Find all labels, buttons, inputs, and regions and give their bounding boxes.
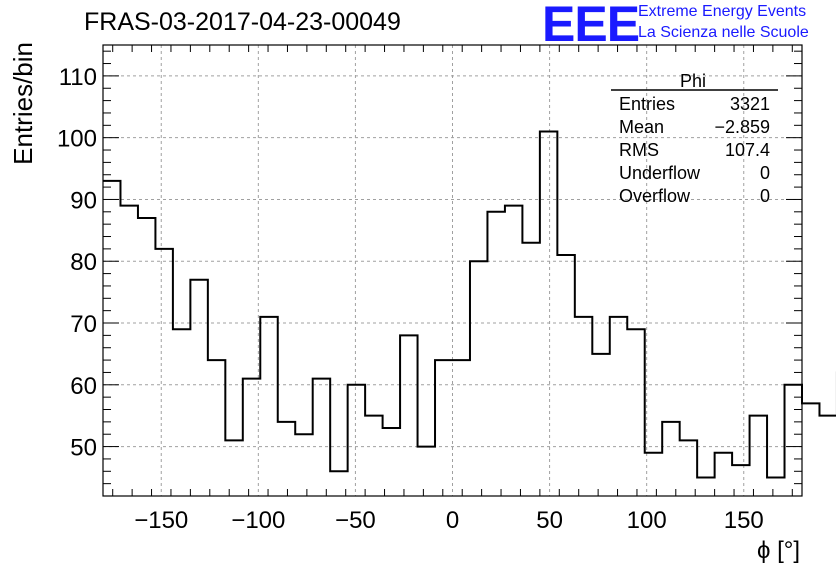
histogram-bin — [802, 403, 819, 496]
histogram-bin — [505, 206, 522, 496]
histogram-bars — [103, 130, 836, 496]
x-tick-label: 150 — [724, 507, 764, 534]
chart-title: FRAS-03-2017-04-23-00049 — [84, 8, 401, 36]
grid — [103, 45, 802, 496]
histogram-bin — [383, 428, 400, 496]
logo-caption-line2: La Scienza nelle Scuole — [638, 24, 809, 41]
axis-ticks — [103, 45, 802, 496]
y-tick-label: 110 — [59, 64, 97, 91]
histogram-bin — [662, 422, 679, 496]
histogram-bin — [103, 181, 120, 496]
histogram-bin — [278, 422, 295, 496]
x-tick-label: 100 — [627, 507, 667, 534]
histogram-bin — [470, 261, 487, 496]
histogram-bin — [522, 243, 539, 496]
stats-label-entries: Entries — [619, 94, 676, 114]
histogram-bin — [680, 440, 697, 496]
histogram-bin — [750, 416, 767, 496]
histogram-bin — [190, 280, 207, 496]
stats-label-underflow: Underflow — [619, 163, 701, 183]
stats-value-entries: 3321 — [729, 94, 770, 114]
histogram-bin — [173, 329, 190, 496]
histogram-bin — [208, 360, 225, 496]
y-tick-label: 70 — [70, 311, 97, 338]
histogram-bin — [260, 317, 277, 496]
histogram-bin — [819, 416, 836, 496]
histogram-bin — [225, 440, 242, 496]
stats-value-underflow: 0 — [759, 163, 770, 183]
histogram-bin — [557, 255, 574, 496]
y-tick-label: 80 — [70, 249, 97, 276]
logo-caption-line1: Extreme Energy Events — [638, 3, 807, 20]
stats-label-overflow: Overflow — [619, 186, 691, 206]
x-tick-label: −100 — [231, 507, 285, 534]
histogram-bin — [418, 447, 435, 496]
plot-frame — [102, 44, 803, 497]
histogram-bin — [400, 335, 417, 496]
stats-label-rms: RMS — [619, 140, 659, 160]
histogram-bin — [575, 317, 592, 496]
x-tick-label: −150 — [134, 507, 188, 534]
stats-value-mean: −2.859 — [714, 117, 770, 137]
stats-value-overflow: 0 — [759, 186, 770, 206]
histogram-bin — [592, 354, 609, 496]
histogram-bin — [627, 329, 644, 496]
stats-label-mean: Mean — [619, 117, 665, 137]
histogram-bin — [715, 453, 732, 496]
histogram-bin — [243, 379, 260, 496]
x-tick-label: 50 — [536, 507, 563, 534]
histogram-bin — [313, 379, 330, 496]
y-tick-label: 60 — [70, 373, 97, 400]
histogram-outline — [103, 130, 836, 479]
histogram-bin — [767, 477, 784, 496]
histogram-bin — [785, 385, 802, 496]
histogram-bin — [365, 416, 382, 496]
histogram-bin — [540, 131, 557, 496]
y-tick-label: 100 — [57, 126, 97, 153]
tick-labels: −150 −100 −50 0 50 100 150 50 60 70 80 90 100 110 — [57, 64, 764, 534]
y-tick-label: 90 — [70, 187, 97, 214]
stats-box-name: Phi — [680, 71, 707, 91]
histogram-bin — [295, 434, 312, 496]
histogram-bin — [330, 471, 347, 496]
y-tick-label: 50 — [70, 435, 97, 462]
x-tick-label: −50 — [335, 507, 376, 534]
x-axis-label: ϕ [°] — [757, 537, 800, 564]
y-axis-label: Entries/bin — [8, 42, 38, 165]
histogram-bin — [453, 360, 470, 496]
histogram-bin — [697, 477, 714, 496]
histogram-bin — [435, 360, 452, 496]
histogram-bin — [348, 385, 365, 496]
histogram-bin — [487, 212, 504, 496]
histogram-bin — [645, 453, 662, 496]
histogram-bin — [138, 218, 155, 496]
x-tick-label: 0 — [446, 507, 459, 534]
eee-logo: EEE — [542, 0, 640, 52]
histogram-bin — [155, 249, 172, 496]
histogram-bin — [610, 317, 627, 496]
histogram-bin — [120, 206, 137, 496]
histogram-bin — [732, 465, 749, 496]
stats-value-rms: 107.4 — [724, 140, 770, 160]
